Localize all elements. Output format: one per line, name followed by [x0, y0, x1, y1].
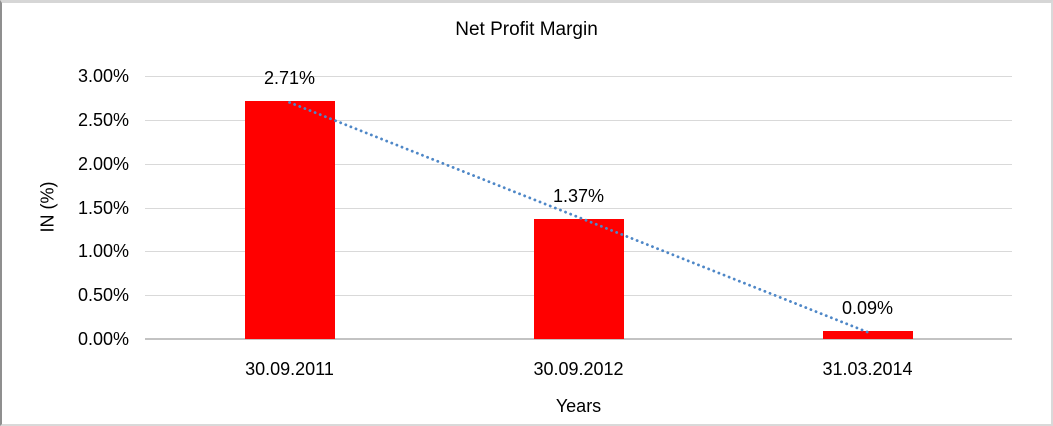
- chart-title: Net Profit Margin: [455, 19, 598, 40]
- y-tick-label: 3.00%: [77, 66, 129, 86]
- y-tick-label: 0.50%: [77, 285, 129, 306]
- bar: [822, 331, 913, 339]
- bar: [244, 101, 335, 339]
- x-tick-label: 30.09.2012: [533, 359, 624, 379]
- bar-data-label: 2.71%: [263, 68, 316, 89]
- x-tick-label: 31.03.2014: [822, 359, 913, 379]
- x-axis-line: [145, 338, 1012, 340]
- gridline: [145, 76, 1012, 77]
- bar-data-label: 1.37%: [552, 185, 605, 206]
- gridline: [145, 207, 1012, 209]
- gridline: [145, 163, 1012, 165]
- bar-data-label: 0.09%: [841, 298, 894, 319]
- y-tick-label: 2.50%: [77, 109, 129, 130]
- y-tick-label: 0.00%: [77, 329, 129, 349]
- trendline: [288, 101, 869, 334]
- y-tick-label: 1.00%: [77, 241, 129, 262]
- x-tick-label: 30.09.2011: [245, 359, 334, 379]
- x-axis-title: Years: [555, 396, 602, 416]
- bar: [533, 218, 624, 339]
- gridline: [145, 119, 1012, 121]
- trendline-path: [288, 101, 869, 334]
- y-tick-label: 2.00%: [77, 153, 129, 174]
- y-tick-label: 1.50%: [77, 197, 129, 218]
- plot-area: 2.71% 1.37% 0.09%: [145, 68, 1012, 340]
